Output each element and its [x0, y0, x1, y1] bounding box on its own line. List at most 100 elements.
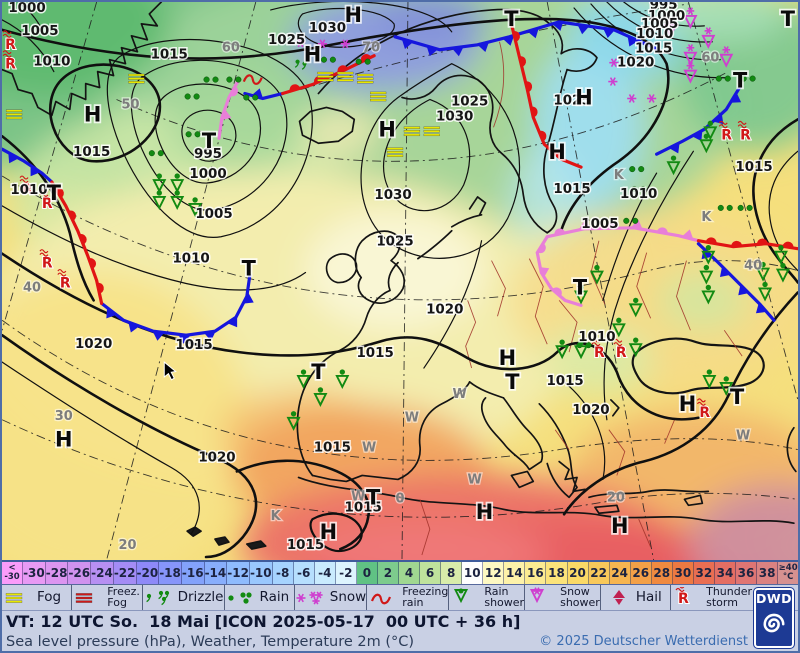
- svg-text:1015: 1015: [345, 500, 382, 515]
- scale-cell: 28: [651, 562, 673, 584]
- symbol-thunderstorm: R: [39, 189, 54, 213]
- svg-text:T: T: [504, 7, 519, 31]
- scale-cell: 30: [672, 562, 694, 584]
- svg-text:20: 20: [118, 538, 136, 553]
- legend-item-drizzle: Drizzle: [141, 585, 224, 610]
- symbol-snow: [295, 38, 306, 48]
- svg-text:T: T: [47, 181, 62, 205]
- scale-cell: -20: [136, 562, 160, 584]
- legend-item-rain-shower: Rain shower: [448, 585, 524, 610]
- coastlines: [2, 2, 797, 550]
- svg-text:1010: 1010: [172, 252, 209, 267]
- legend-item-thunderstorm: R Thunder storm: [670, 585, 752, 610]
- scale-cell: 36: [736, 562, 758, 584]
- legend-label: Freez. Fog: [107, 585, 140, 609]
- symbol-rain-shower: [701, 284, 716, 305]
- snow-icon: [296, 590, 323, 605]
- symbol-rain-shower: [170, 173, 185, 194]
- scale-cell: -10: [249, 562, 273, 584]
- svg-text:R: R: [42, 256, 53, 272]
- symbol-rain: [185, 131, 201, 138]
- scale-cell: 24: [609, 562, 631, 584]
- scale-cell: -6: [293, 562, 315, 584]
- symbol-snow: [609, 58, 619, 68]
- symbol-thunderstorm: R: [2, 50, 17, 74]
- symbol-rain: [320, 56, 336, 63]
- scale-cell: -22: [113, 562, 137, 584]
- scale-cell: 32: [693, 562, 715, 584]
- symbol-thunderstorm: R: [613, 338, 628, 362]
- legend-label: Drizzle: [177, 589, 224, 606]
- svg-text:1010: 1010: [33, 55, 70, 70]
- symbol-rain: [631, 185, 647, 193]
- symbol-rain: [184, 93, 200, 100]
- scale-cell: 18: [546, 562, 568, 584]
- svg-text:T: T: [730, 385, 745, 409]
- geo-labels: 70 60 60 50 40 40 30 20 20 0 K K K W W W W W W: [22, 39, 764, 554]
- symbol-rain-shower: [152, 173, 167, 194]
- scale-cell: -14: [204, 562, 228, 584]
- scale-cell: -28: [45, 562, 69, 584]
- symbol-snow-shower: [719, 46, 734, 68]
- scale-cell: 6: [420, 562, 442, 584]
- symbol-rain-shower: [170, 190, 185, 211]
- symbol-snow-shower: [683, 44, 698, 66]
- svg-text:1030: 1030: [309, 21, 346, 36]
- svg-text:R: R: [678, 591, 689, 607]
- svg-text:1020: 1020: [75, 337, 112, 352]
- symbol-thunderstorm: R: [2, 30, 17, 54]
- svg-text:1005: 1005: [195, 207, 232, 222]
- symbol-thunderstorm: R: [737, 120, 752, 144]
- country-borders: [419, 41, 743, 556]
- symbol-thunderstorm: R: [19, 175, 34, 199]
- symbol-rain-shower: [758, 281, 773, 302]
- scale-cell: 26: [630, 562, 652, 584]
- symbol-rain-shower: [574, 339, 589, 360]
- scale-cell: -30: [23, 562, 46, 584]
- fog-icon: [5, 592, 23, 603]
- svg-text:1010: 1010: [620, 187, 657, 202]
- legend-label: Hail: [635, 589, 662, 606]
- product-info-row: Sea level pressure (hPa), Weather, Tempe…: [2, 632, 798, 651]
- scale-cell: 10: [462, 562, 484, 584]
- svg-text:20: 20: [607, 490, 625, 505]
- svg-text:40: 40: [23, 280, 41, 295]
- svg-text:1010: 1010: [578, 330, 615, 345]
- svg-text:H: H: [575, 85, 592, 109]
- symbol-rain-shower: [188, 197, 203, 217]
- svg-text:H: H: [476, 500, 493, 524]
- svg-text:H: H: [84, 102, 101, 126]
- symbol-rain: [623, 217, 639, 224]
- svg-text:1000: 1000: [8, 2, 45, 16]
- symbol-rain-shower: [296, 369, 311, 390]
- svg-text:T: T: [311, 360, 326, 384]
- symbol-rain: [243, 94, 259, 101]
- symbol-rain-shower: [152, 190, 167, 211]
- symbol-rain-shower: [773, 244, 788, 265]
- legend-item-freezing-rain: Freezing rain: [366, 585, 448, 610]
- symbol-rain: [715, 75, 731, 82]
- svg-text:1015: 1015: [151, 48, 188, 63]
- svg-text:1030: 1030: [436, 109, 473, 124]
- svg-text:1005: 1005: [641, 17, 678, 32]
- svg-text:1015: 1015: [356, 346, 393, 361]
- temperature-scale: < -30 -30 -28 -26 -24 -22 -20 -18 -16 -14 -12 -10 -8-…: [2, 560, 798, 585]
- symbol-fog: [5, 109, 23, 120]
- svg-text:W: W: [467, 472, 481, 487]
- scale-cell: 12: [483, 562, 505, 584]
- symbol-rain-shower: [628, 337, 643, 358]
- scale-cell: -24: [91, 562, 114, 584]
- svg-text:1015: 1015: [287, 538, 324, 553]
- dwd-logo-text: DWD: [755, 591, 793, 606]
- symbol-snow: [627, 94, 637, 103]
- product-title: Sea level pressure (hPa), Weather, Tempe…: [6, 633, 415, 650]
- symbol-rain-shower: [666, 155, 681, 176]
- svg-text:H: H: [499, 346, 516, 370]
- svg-text:1015: 1015: [735, 160, 772, 175]
- symbol-fog: [403, 126, 421, 137]
- symbol-snow: [647, 94, 657, 103]
- dwd-logo[interactable]: DWD: [753, 587, 795, 649]
